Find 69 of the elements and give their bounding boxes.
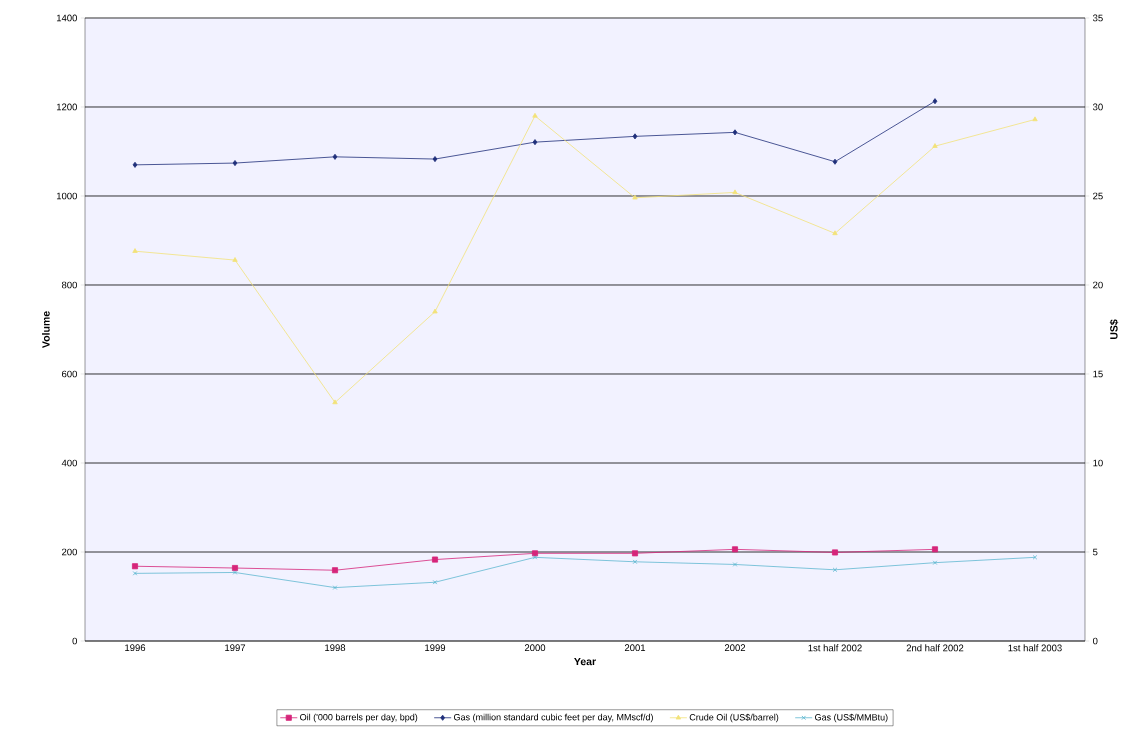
x-tick-label: 1st half 2003 [1008, 644, 1062, 652]
y-tick-label: 400 [61, 459, 77, 467]
y2-tick-label: 25 [1093, 192, 1103, 200]
y2-tick-label: 10 [1093, 459, 1103, 467]
point [132, 161, 138, 168]
y2-tick-label: 30 [1092, 103, 1103, 111]
point [832, 230, 838, 236]
point [132, 248, 138, 253]
point [531, 550, 538, 557]
point [431, 556, 438, 563]
x-tick-label: 1996 [125, 644, 146, 652]
point [332, 153, 338, 160]
point [832, 567, 838, 573]
y-tick-label: 600 [62, 370, 77, 378]
point [132, 563, 138, 570]
legend-label: Crude Oil (US$/barrel) [689, 713, 779, 723]
point [432, 308, 438, 314]
point [432, 156, 438, 163]
point [332, 567, 338, 574]
x-tick-label: 2001 [624, 644, 646, 652]
x-tick-label: 1998 [325, 644, 346, 652]
point [932, 98, 938, 105]
point [631, 550, 638, 557]
y2-axis-title: US$ [1109, 319, 1119, 340]
point [832, 158, 838, 165]
x-tick-label: 2000 [524, 644, 546, 652]
x-tick-label: 1997 [225, 644, 246, 652]
y-tick-label: 1000 [56, 192, 77, 200]
x-axis-title: Year [574, 657, 596, 666]
legend-label: Gas (million standard cubic feet per day, MMscf/d) [454, 713, 653, 723]
point [1032, 116, 1038, 122]
point [232, 257, 238, 262]
point [732, 562, 738, 567]
point [332, 585, 338, 590]
x-tick-label: 2002 [724, 644, 746, 652]
y-tick-label: 200 [62, 548, 77, 556]
x-tick-label: 2nd half 2002 [906, 644, 964, 652]
x-tick-label: 1st half 2002 [808, 644, 862, 652]
point [532, 112, 538, 118]
y2-tick-label: 35 [1092, 14, 1103, 22]
point [931, 546, 938, 553]
y-tick-label: 1400 [56, 14, 77, 22]
point [932, 143, 938, 148]
y-axis-title: Volume [42, 311, 50, 348]
x-tick-label: 1999 [425, 644, 446, 652]
point [632, 133, 638, 140]
point [232, 565, 238, 572]
point [632, 194, 638, 200]
y-tick-label: 0 [72, 637, 78, 645]
point [532, 555, 538, 560]
point [232, 160, 238, 167]
y-tick-label: 1200 [56, 103, 77, 111]
point [432, 579, 438, 585]
y2-tick-label: 0 [1092, 637, 1098, 645]
point [831, 549, 838, 556]
legend-label: Oil ('000 barrels per day, bpd) [300, 713, 418, 723]
y2-tick-label: 5 [1092, 548, 1098, 556]
point [731, 546, 738, 553]
point [532, 139, 538, 146]
point [732, 189, 738, 195]
legend-label: Gas (US$/MMBtu) [815, 713, 888, 723]
point [932, 560, 938, 565]
point [632, 559, 638, 565]
y2-tick-label: 15 [1093, 370, 1103, 378]
y2-tick-label: 20 [1093, 281, 1103, 289]
point [232, 570, 238, 575]
point [332, 399, 338, 405]
y-tick-label: 800 [61, 281, 77, 289]
point [732, 129, 738, 136]
